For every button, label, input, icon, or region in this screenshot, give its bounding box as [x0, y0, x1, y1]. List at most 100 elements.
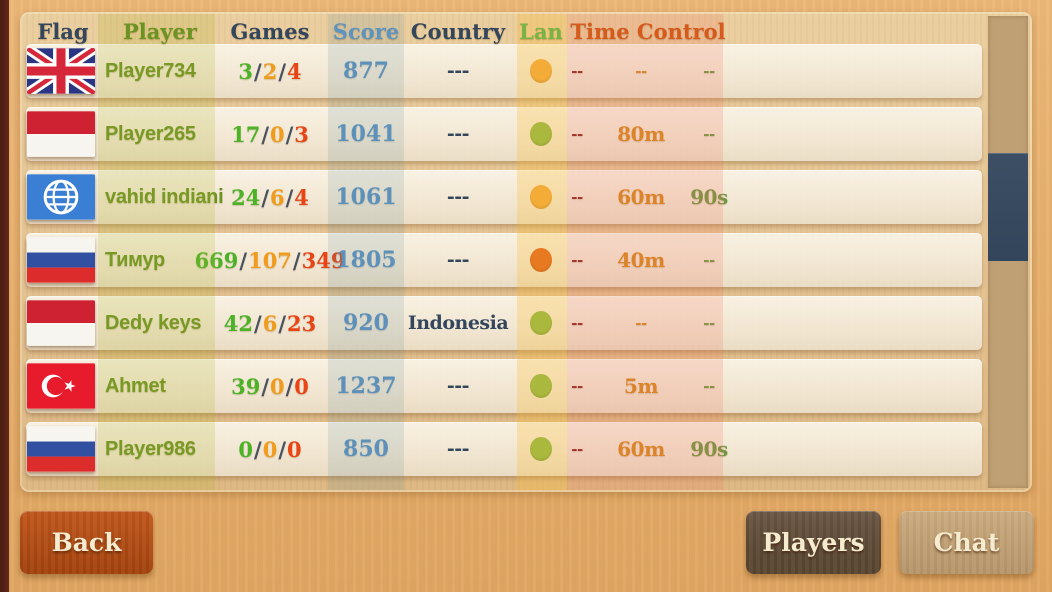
games-wins: 39 [231, 373, 261, 399]
score-value: 850 [343, 436, 389, 462]
games-separator: / [278, 310, 286, 336]
indonesia-flag [27, 300, 95, 346]
time-control-increment: -- [703, 251, 715, 269]
games-losses: 0 [286, 436, 302, 462]
lan-status-dot [530, 437, 552, 461]
games-separator: / [285, 121, 294, 147]
player-row[interactable]: vahid indiani 24 / 6 / 4 1061 --- -- 60m… [26, 170, 982, 224]
time-control-main: -- [635, 62, 647, 80]
games-separator: / [285, 184, 294, 210]
time-control-increment: -- [703, 125, 715, 143]
time-control-main: 80m [617, 122, 665, 146]
score-value: 920 [343, 310, 389, 336]
column-header-player: Player [122, 18, 197, 44]
score-value: 1805 [335, 247, 397, 273]
games-losses: 0 [294, 373, 309, 399]
games-draws: 107 [248, 247, 292, 273]
scrollbar-thumb[interactable] [988, 153, 1028, 261]
column-header-time-control: Time Control [570, 18, 726, 44]
time-control-initial: -- [571, 62, 583, 80]
lan-status-dot [530, 374, 552, 398]
games-separator: / [292, 247, 301, 273]
country-value: --- [446, 438, 470, 460]
time-control-main: 5m [623, 374, 659, 398]
globe-icon [27, 174, 95, 220]
games-draws: 6 [269, 184, 285, 210]
left-edge-strip [0, 0, 9, 592]
player-name: Player986 [105, 437, 196, 460]
games-record: 0 / 0 / 0 [212, 422, 328, 476]
score-value: 877 [343, 58, 389, 84]
country-value: --- [446, 123, 470, 145]
games-losses: 3 [294, 121, 309, 147]
uk-flag [27, 48, 95, 94]
time-control-increment: -- [703, 314, 715, 332]
player-name: Player734 [105, 59, 196, 82]
player-name: Ahmet [105, 374, 166, 397]
games-losses: 23 [286, 310, 317, 336]
time-control-increment: 90s [690, 437, 728, 461]
player-name: vahid indiani [105, 185, 224, 208]
games-draws: 2 [262, 58, 278, 84]
column-header-score: Score [332, 18, 400, 44]
player-row[interactable]: Player265 17 / 0 / 3 1041 --- -- 80m -- [26, 107, 982, 161]
player-row[interactable]: Player986 0 / 0 / 0 850 --- -- 60m 90s [26, 422, 982, 476]
country-value: --- [446, 186, 470, 208]
players-button[interactable]: Players [746, 511, 881, 574]
games-draws: 0 [269, 373, 285, 399]
russia-flag [27, 426, 95, 472]
column-header-games: Games [230, 18, 310, 44]
time-control-increment: -- [703, 62, 715, 80]
score-value: 1041 [335, 121, 397, 147]
games-record: 669 / 107 / 349 [195, 233, 346, 287]
time-control-main: -- [635, 314, 647, 332]
scrollbar-track[interactable] [988, 16, 1028, 488]
time-control-initial: -- [571, 377, 583, 395]
turkey-flag [27, 363, 95, 409]
chat-button[interactable]: Chat [899, 511, 1034, 574]
player-row[interactable]: Dedy keys 42 / 6 / 23 920 Indonesia -- -… [26, 296, 982, 350]
player-row[interactable]: Ahmet 39 / 0 / 0 1237 --- -- 5m -- [26, 359, 982, 413]
games-separator: / [254, 310, 262, 336]
lan-status-dot [530, 248, 552, 272]
games-separator: / [254, 58, 262, 84]
country-value: --- [446, 60, 470, 82]
games-record: 3 / 2 / 4 [212, 44, 328, 98]
time-control-initial: -- [571, 314, 583, 332]
games-record: 42 / 6 / 23 [212, 296, 328, 350]
time-control-initial: -- [571, 251, 583, 269]
games-draws: 0 [269, 121, 285, 147]
lan-status-dot [530, 122, 552, 146]
indonesia-flag [27, 111, 95, 157]
time-control-main: 60m [617, 185, 665, 209]
time-control-initial: -- [571, 188, 583, 206]
games-wins: 669 [194, 247, 239, 273]
games-separator: / [261, 184, 269, 210]
player-row[interactable]: Тимур 669 / 107 / 349 1805 --- -- 40m -- [26, 233, 982, 287]
country-value: --- [446, 375, 470, 397]
column-header-lan: Lan [519, 18, 563, 44]
games-wins: 24 [231, 184, 261, 210]
lan-status-dot [530, 311, 552, 335]
games-separator: / [285, 373, 294, 399]
player-name: Тимур [105, 248, 165, 271]
games-wins: 0 [238, 436, 254, 462]
country-value: Indonesia [407, 312, 509, 334]
games-separator: / [261, 373, 269, 399]
player-row[interactable]: Player734 3 / 2 / 4 877 --- -- -- -- [26, 44, 982, 98]
games-losses: 4 [286, 58, 302, 84]
time-control-main: 40m [617, 248, 665, 272]
time-control-main: 60m [617, 437, 665, 461]
games-separator: / [261, 121, 269, 147]
player-name: Dedy keys [105, 311, 202, 334]
column-header-country: Country [410, 18, 506, 44]
games-draws: 6 [262, 310, 278, 336]
time-control-initial: -- [571, 125, 583, 143]
time-control-increment: -- [703, 377, 715, 395]
score-value: 1237 [335, 373, 397, 399]
games-wins: 17 [231, 121, 261, 147]
time-control-initial: -- [571, 440, 583, 458]
back-button[interactable]: Back [20, 511, 153, 574]
games-separator: / [239, 247, 248, 273]
games-losses: 349 [301, 247, 346, 273]
